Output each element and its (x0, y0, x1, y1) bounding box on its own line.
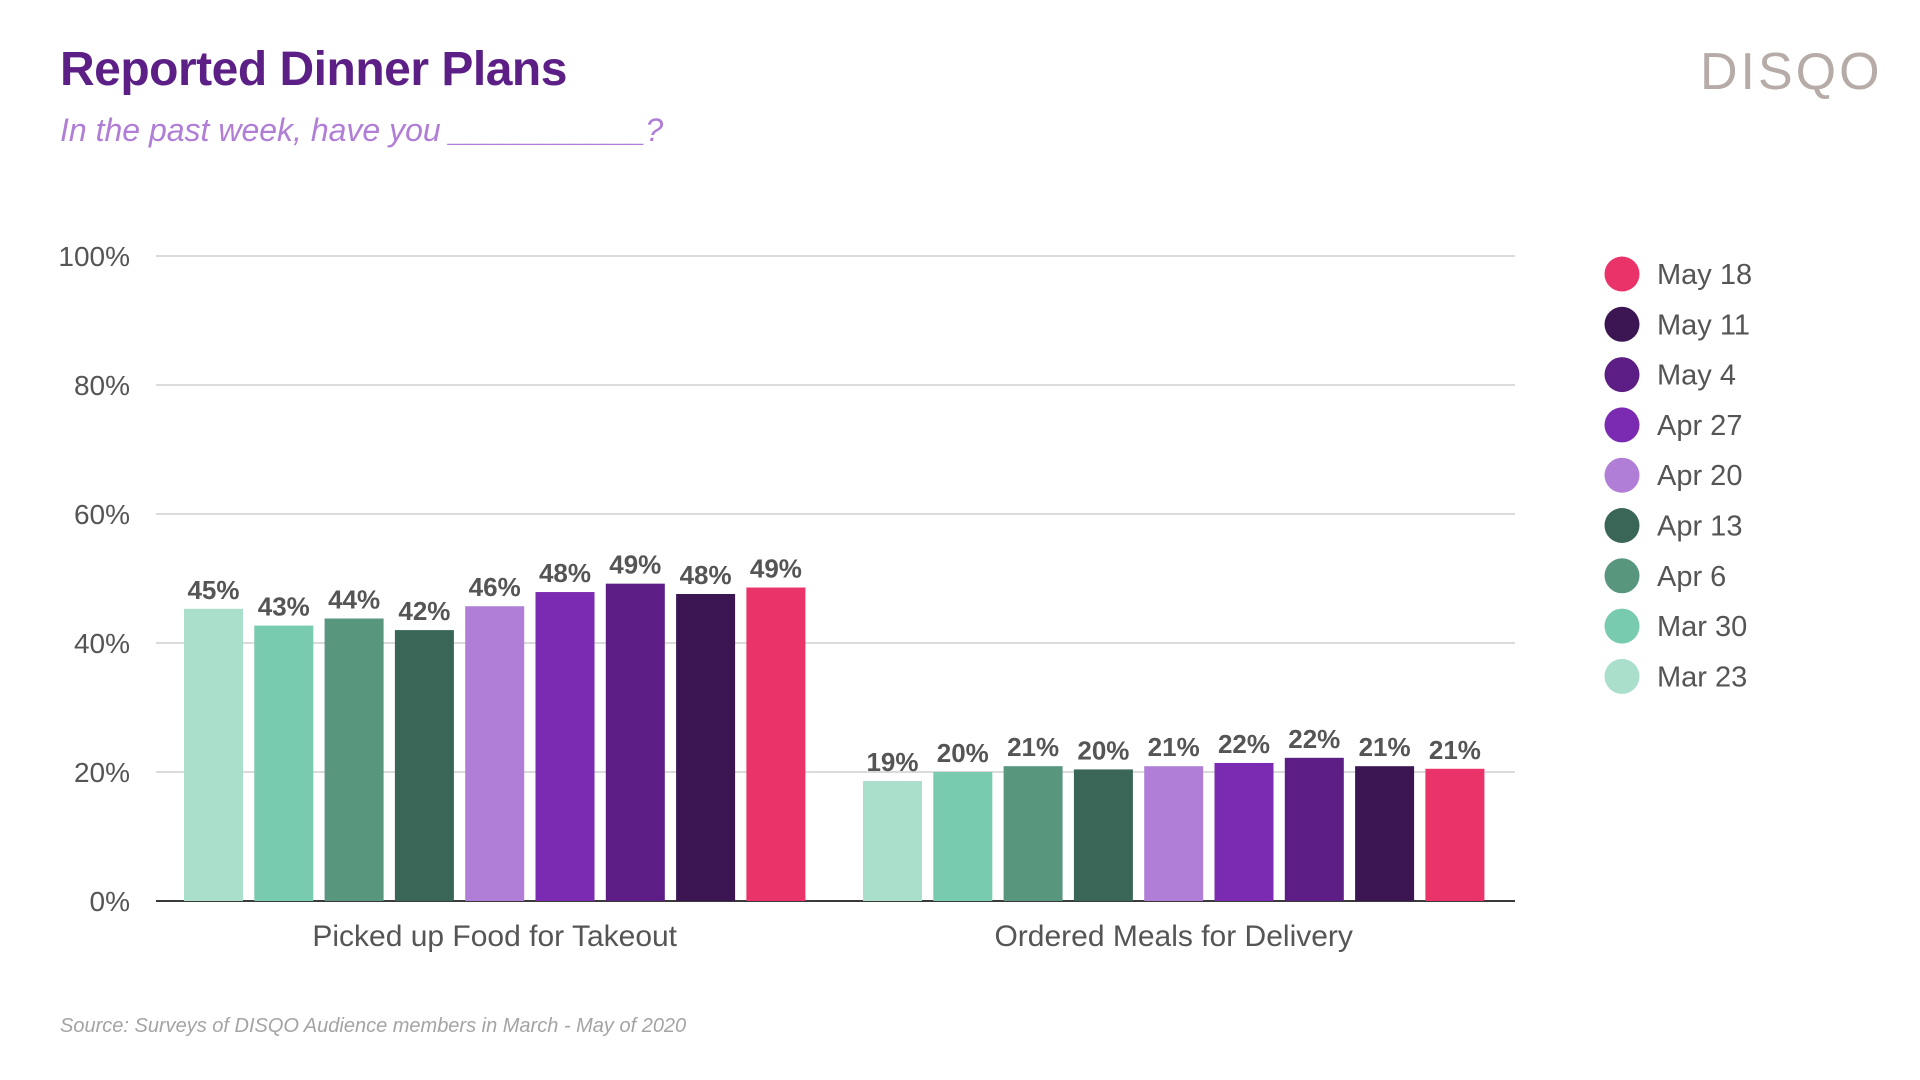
data-label: 44% (328, 584, 380, 614)
data-label: 49% (609, 550, 661, 580)
y-tick-label: 0% (90, 886, 130, 917)
bar (1355, 766, 1415, 901)
bar (324, 618, 384, 901)
disqo-logo: DISQO (1700, 43, 1883, 101)
data-label: 20% (937, 738, 989, 768)
bar (184, 608, 243, 901)
data-label: 21% (1007, 732, 1059, 762)
source-note: Source: Surveys of DISQO Audience member… (60, 1015, 687, 1037)
legend-swatch (1604, 357, 1640, 393)
legend-label: Apr 13 (1657, 511, 1742, 543)
data-label: 22% (1218, 729, 1270, 759)
value-labels: 45% 43% 44% 42% 46% 48% 49% 48% 49% 19% 20% 21% 20% 2… (187, 550, 1480, 777)
bar (1214, 762, 1274, 901)
legend-swatch (1604, 658, 1640, 694)
bar (863, 781, 922, 901)
y-tick-label: 20% (74, 757, 130, 788)
y-tick-label: 60% (74, 499, 130, 530)
legend-swatch (1604, 256, 1640, 292)
data-label: 45% (187, 575, 239, 605)
bar (676, 593, 736, 901)
bar (1144, 766, 1204, 901)
y-tick-label: 100% (58, 241, 130, 272)
x-axis-categories: Picked up Food for Takeout Ordered Meals … (312, 920, 1353, 953)
data-label: 48% (539, 558, 591, 588)
bar (535, 592, 595, 901)
chart-subtitle: In the past week, have you ___________? (60, 112, 664, 148)
legend-swatch (1604, 608, 1640, 644)
data-label: 20% (1077, 735, 1129, 765)
legend-label: May 4 (1657, 360, 1736, 392)
bars (184, 583, 1485, 901)
data-label: 22% (1288, 724, 1340, 754)
data-label: 48% (680, 560, 732, 590)
y-axis-ticks: 0% 20% 40% 60% 80% 100% (58, 241, 130, 917)
legend: May 18 May 11 May 4 Apr 27 Apr 20 Apr 13 Apr 6… (1604, 256, 1752, 694)
bar (1284, 757, 1344, 901)
x-category-label: Ordered Meals for Delivery (994, 920, 1352, 953)
legend-swatch (1604, 457, 1640, 493)
legend-swatch (1604, 306, 1640, 342)
legend-swatch (1604, 407, 1640, 443)
data-label: 21% (1148, 732, 1200, 762)
bar (394, 630, 454, 901)
data-label: 46% (469, 572, 521, 602)
legend-label: Mar 23 (1657, 661, 1747, 693)
bar (1073, 769, 1133, 901)
bar (933, 772, 993, 901)
legend-label: Apr 20 (1657, 460, 1742, 492)
legend-swatch (1604, 558, 1640, 594)
data-label: 43% (258, 592, 310, 622)
legend-swatch (1604, 508, 1640, 543)
bar (1003, 766, 1063, 901)
legend-label: Apr 6 (1657, 561, 1726, 593)
data-label: 19% (866, 747, 918, 777)
chart-title: Reported Dinner Plans (60, 43, 567, 96)
x-category-label: Picked up Food for Takeout (312, 920, 677, 953)
legend-label: May 11 (1657, 309, 1750, 341)
bar (465, 606, 525, 901)
data-label: 49% (750, 554, 802, 584)
y-tick-label: 80% (74, 370, 130, 401)
bar (1425, 768, 1485, 901)
y-tick-label: 40% (74, 628, 130, 659)
bar (746, 587, 806, 901)
legend-label: May 18 (1657, 259, 1752, 291)
bar (254, 625, 314, 901)
data-label: 42% (398, 596, 450, 626)
legend-label: Apr 27 (1657, 410, 1742, 442)
bar (605, 583, 665, 901)
data-label: 21% (1429, 735, 1481, 765)
data-label: 21% (1359, 732, 1411, 762)
legend-label: Mar 30 (1657, 611, 1747, 643)
